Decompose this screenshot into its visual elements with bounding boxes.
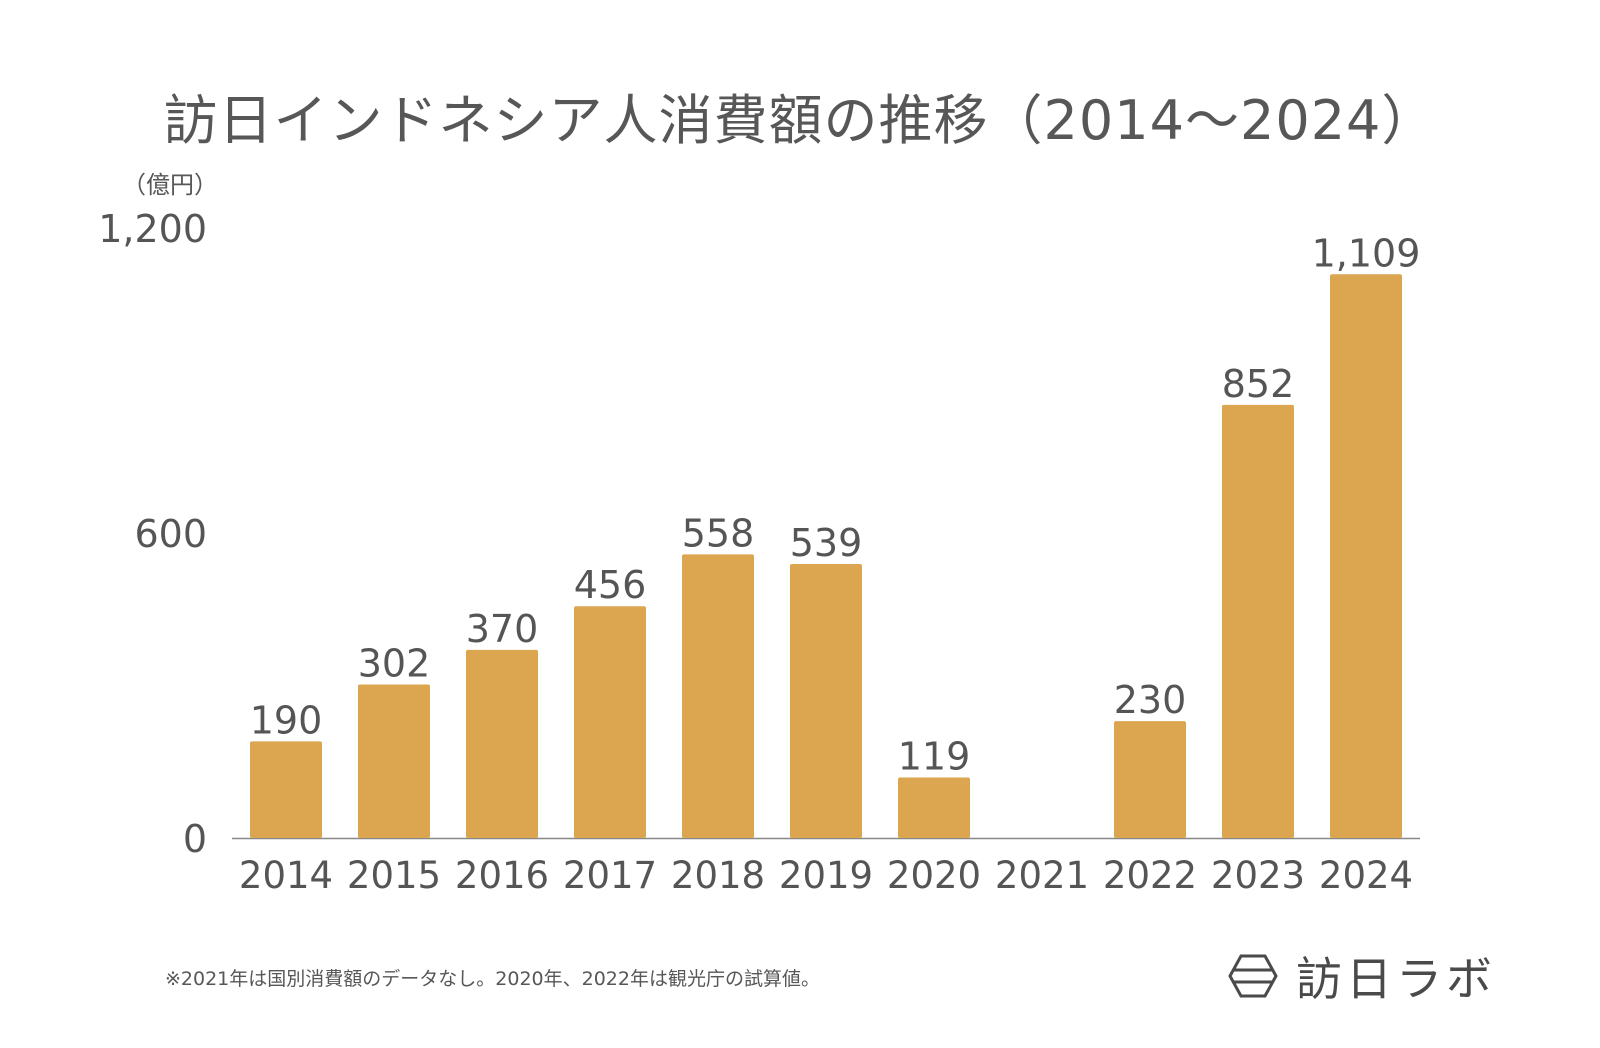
bar-chart: 0 600 1,200 190 2014 302 2015 370 2016 456 2017 558…	[98, 207, 1421, 897]
x-tick-label: 2014	[239, 854, 333, 897]
bar	[790, 564, 862, 838]
bar-value-label: 558	[682, 511, 755, 555]
bar	[898, 777, 970, 838]
y-tick-label: 0	[183, 817, 207, 861]
logo-text: 訪日ラボ	[1296, 952, 1496, 1006]
x-tick-label: 2018	[671, 854, 765, 897]
bar-value-label: 119	[898, 735, 971, 779]
x-tick-label: 2015	[347, 854, 441, 897]
bar	[250, 741, 322, 838]
bar-value-label: 1,109	[1312, 231, 1421, 275]
x-tick-label: 2024	[1319, 854, 1413, 897]
bar	[1330, 274, 1402, 839]
x-tick-label: 2023	[1211, 854, 1305, 897]
x-tick-label: 2017	[563, 854, 657, 897]
bar	[682, 554, 754, 838]
bar	[574, 606, 646, 838]
y-tick-label: 600	[134, 512, 207, 556]
bar-value-label: 852	[1222, 362, 1295, 406]
bar	[1114, 721, 1186, 838]
bar-value-label: 302	[358, 641, 431, 685]
bar-value-label: 230	[1114, 678, 1187, 722]
x-tick-label: 2016	[455, 854, 549, 897]
x-tick-label: 2019	[779, 854, 873, 897]
bar	[1222, 404, 1294, 838]
chart-title: 訪日インドネシア人消費額の推移（2014〜2024）	[163, 89, 1437, 152]
x-tick-label: 2022	[1103, 854, 1197, 897]
bar-value-label: 456	[574, 563, 647, 607]
bar	[466, 649, 538, 838]
footnote: ※2021年は国別消費額のデータなし。2020年、2022年は観光庁の試算値。	[165, 968, 820, 990]
bar-value-label: 370	[466, 607, 539, 651]
bar-value-label: 190	[250, 698, 323, 742]
x-tick-label: 2020	[887, 854, 981, 897]
bar	[358, 684, 430, 838]
x-tick-label: 2021	[995, 854, 1089, 897]
hexagon-logo-icon	[1228, 954, 1278, 998]
y-axis-unit-label: （億円）	[122, 171, 218, 199]
brand-logo: 訪日ラボ	[1228, 948, 1496, 1006]
bar-value-label: 539	[790, 521, 863, 565]
y-tick-label: 1,200	[98, 207, 207, 251]
